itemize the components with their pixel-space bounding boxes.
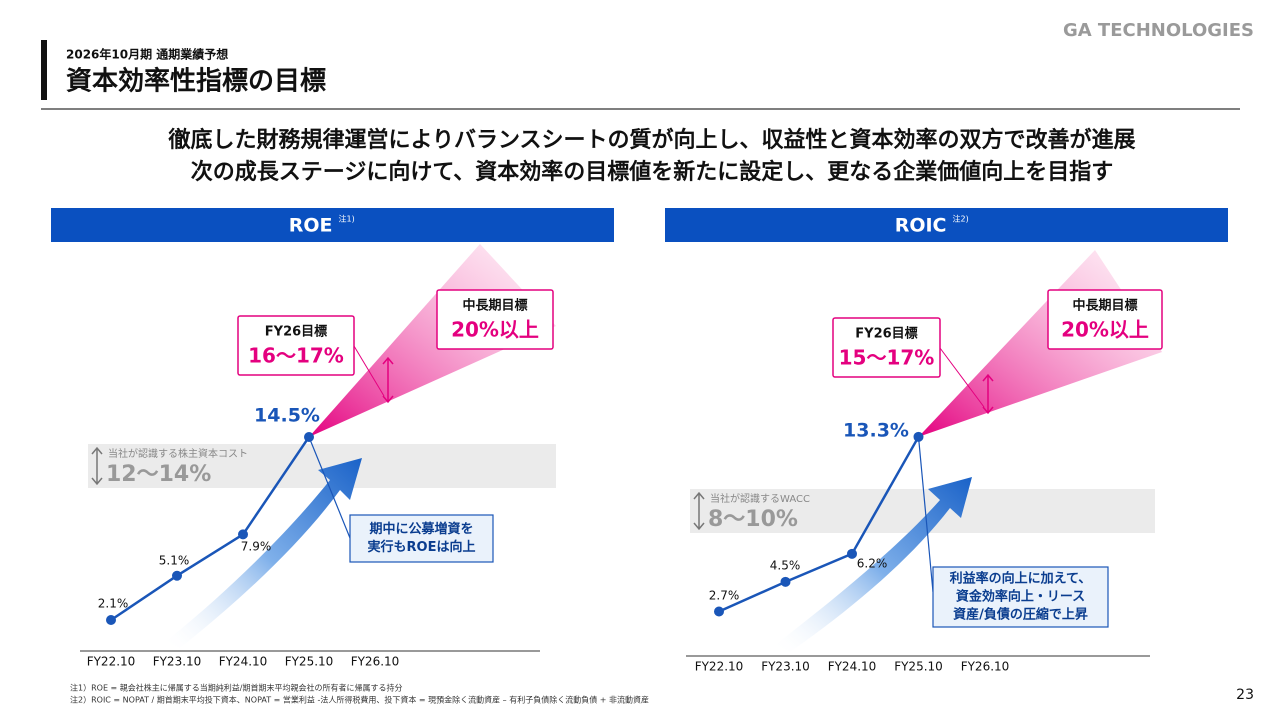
target-label: 中長期目標: [1072, 298, 1137, 314]
data-line: [110, 436, 311, 622]
data-point: [304, 431, 314, 442]
fy26-connector: [939, 347, 985, 408]
target-range-arrow: [382, 356, 394, 404]
panel-title-note: 注1): [339, 214, 355, 224]
x-tick-label: FY26.10: [961, 660, 1010, 674]
header-title: 資本効率性指標の目標: [66, 66, 326, 97]
cost-label: 当社が認識するWACC: [710, 492, 810, 505]
callout-box: [349, 514, 494, 563]
callout-text: 期中に公募増資を: [369, 521, 473, 537]
data-label: 6.2%: [857, 557, 888, 571]
target-box: [237, 315, 355, 376]
data-point: [780, 576, 791, 587]
cost-label: 当社が認識する株主資本コスト: [108, 447, 248, 460]
x-tick-label: FY26.10: [351, 655, 400, 669]
fy26-connector: [353, 345, 385, 397]
band-arrow: [693, 491, 705, 531]
x-tick-label: FY25.10: [285, 655, 334, 669]
data-point: [172, 570, 182, 581]
target-label: FY26目標: [855, 326, 917, 342]
target-label: 中長期目標: [462, 298, 527, 314]
cost-value: 12〜14%: [106, 462, 211, 487]
header-bar: [41, 40, 47, 100]
band-arrow: [91, 446, 103, 486]
callout-text: 利益率の向上に加えて、: [950, 571, 1092, 587]
data-point: [238, 529, 248, 540]
data-label: 2.7%: [709, 589, 740, 603]
callout-box: [932, 566, 1109, 628]
headline: 次の成長ステージに向けて、資本効率の目標値を新たに設定し、更なる企業価値向上を目…: [191, 159, 1113, 185]
x-tick-label: FY24.10: [219, 655, 268, 669]
chart-panel: ROE 注1) 当社が認識する株主資本コスト 12〜14% FY26目標 16〜17% 中長…: [51, 208, 614, 669]
data-label: 7.9%: [241, 540, 272, 554]
data-label: 14.5%: [254, 405, 320, 427]
charts: ROE 注1) 当社が認識する株主資本コスト 12〜14% FY26目標 16〜17% 中長…: [51, 208, 1228, 674]
x-tick-label: FY24.10: [828, 660, 877, 674]
callout-connector: [308, 436, 351, 539]
data-label: 2.1%: [98, 597, 129, 611]
data-label: 4.5%: [770, 559, 801, 573]
headline: 徹底した財務規律運営によりバランスシートの質が向上し、収益性と資本効率の双方で改…: [167, 127, 1135, 153]
cost-value: 8〜10%: [708, 507, 798, 532]
data-point: [847, 548, 857, 559]
x-tick-label: FY22.10: [695, 660, 744, 674]
footnote: 注2）ROIC = NOPAT / 期首期末平均投下資本、NOPAT = 営業利…: [70, 695, 649, 705]
x-tick-label: FY23.10: [153, 655, 202, 669]
data-label: 5.1%: [159, 554, 190, 568]
growth-arrow: [165, 458, 362, 648]
panel-title-note: 注2): [953, 214, 969, 224]
callout-connector: [917, 436, 934, 593]
page-number: 23: [1236, 687, 1254, 703]
target-value: 16〜17%: [248, 344, 344, 368]
target-box: [436, 289, 554, 350]
chart-panel: ROIC 注2) 当社が認識するWACC 8〜10% FY26目標 15〜17% 中長期目標…: [665, 208, 1228, 674]
target-label: FY26目標: [265, 324, 327, 340]
growth-arrow: [775, 477, 972, 652]
footnote: 注1）ROE = 親会社株主に帰属する当期純利益/期首期末平均親会社の所有者に帰…: [70, 683, 402, 693]
target-range-arrow: [982, 373, 994, 415]
x-tick-label: FY23.10: [761, 660, 810, 674]
panel-title: ROIC: [895, 215, 947, 237]
data-point: [106, 615, 116, 626]
logo: GA TECHNOLOGIES: [1063, 20, 1254, 41]
data-label: 13.3%: [843, 420, 909, 442]
x-tick-label: FY22.10: [87, 655, 136, 669]
target-value: 20%以上: [451, 318, 539, 342]
x-tick-label: FY25.10: [894, 660, 943, 674]
callout-text: 資金効率向上・リース: [956, 589, 1085, 605]
callout-text: 実行もROEは向上: [368, 539, 476, 555]
header-subtitle: 2026年10月期 通期業績予想: [66, 47, 228, 62]
data-point: [913, 431, 924, 442]
data-point: [714, 606, 724, 617]
target-value: 20%以上: [1061, 318, 1149, 342]
panel-title: ROE: [289, 215, 333, 237]
callout-text: 資産/負債の圧縮で上昇: [953, 607, 1088, 623]
cost-band: [88, 444, 556, 488]
target-value: 15〜17%: [839, 346, 935, 370]
target-box: [832, 317, 941, 378]
panel-title-bar: [51, 208, 614, 242]
data-line: [718, 436, 920, 613]
target-box: [1047, 289, 1163, 350]
panel-title-bar: [665, 208, 1228, 242]
